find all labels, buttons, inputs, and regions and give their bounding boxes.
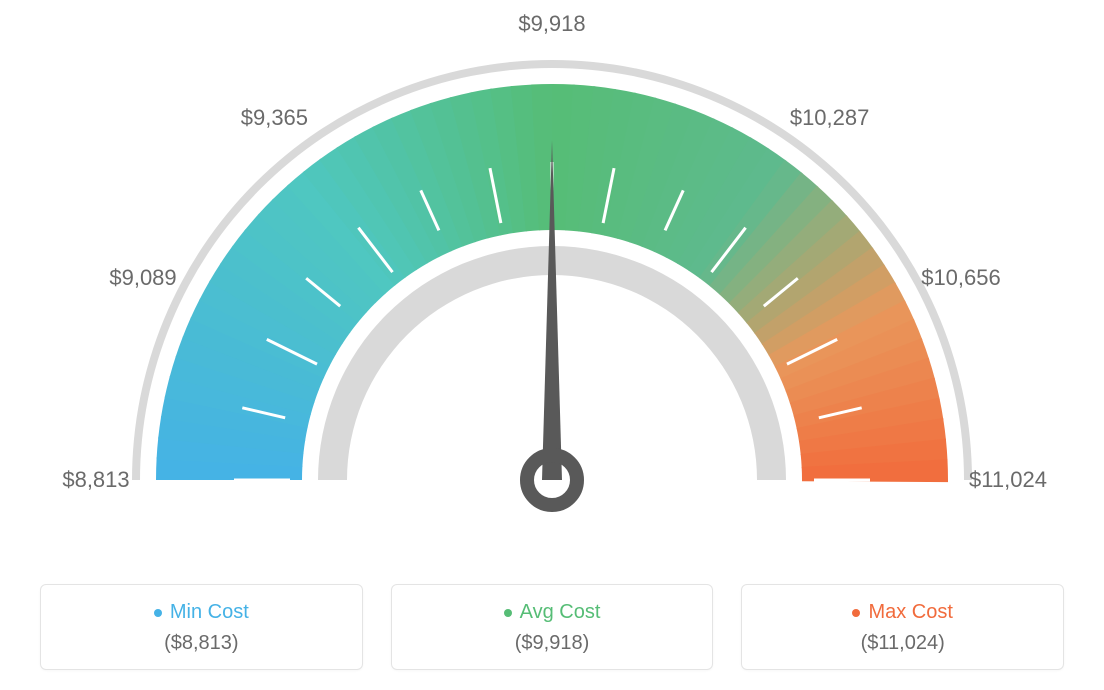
gauge-tick-label: $8,813 bbox=[62, 467, 129, 493]
gauge-tick-label: $9,089 bbox=[109, 265, 176, 291]
gauge-area: $8,813 $9,089 $9,365 $9,918 $10,287 $10,656 $1… bbox=[0, 0, 1104, 560]
legend-dot-min bbox=[154, 609, 162, 617]
legend-value-avg: ($9,918) bbox=[402, 632, 703, 655]
legend-title-max: Max Cost bbox=[752, 601, 1053, 624]
gauge-tick-label: $10,287 bbox=[790, 105, 870, 131]
chart-container: $8,813 $9,089 $9,365 $9,918 $10,287 $10,656 $1… bbox=[0, 0, 1104, 690]
legend-title-min: Min Cost bbox=[51, 601, 352, 624]
legend-card-min: Min Cost ($8,813) bbox=[40, 584, 363, 670]
legend-row: Min Cost ($8,813) Avg Cost ($9,918) Max … bbox=[40, 584, 1064, 670]
legend-value-min: ($8,813) bbox=[51, 632, 352, 655]
legend-title-text-avg: Avg Cost bbox=[520, 601, 601, 623]
legend-dot-avg bbox=[504, 609, 512, 617]
legend-value-max: ($11,024) bbox=[752, 632, 1053, 655]
legend-title-text-max: Max Cost bbox=[868, 601, 952, 623]
legend-card-avg: Avg Cost ($9,918) bbox=[391, 584, 714, 670]
legend-title-avg: Avg Cost bbox=[402, 601, 703, 624]
legend-title-text-min: Min Cost bbox=[170, 601, 249, 623]
legend-card-max: Max Cost ($11,024) bbox=[741, 584, 1064, 670]
gauge-tick-label: $10,656 bbox=[921, 265, 1001, 291]
legend-dot-max bbox=[852, 609, 860, 617]
gauge-tick-label: $9,365 bbox=[241, 105, 308, 131]
gauge-tick-label: $11,024 bbox=[969, 467, 1047, 493]
gauge-tick-label: $9,918 bbox=[518, 11, 585, 37]
